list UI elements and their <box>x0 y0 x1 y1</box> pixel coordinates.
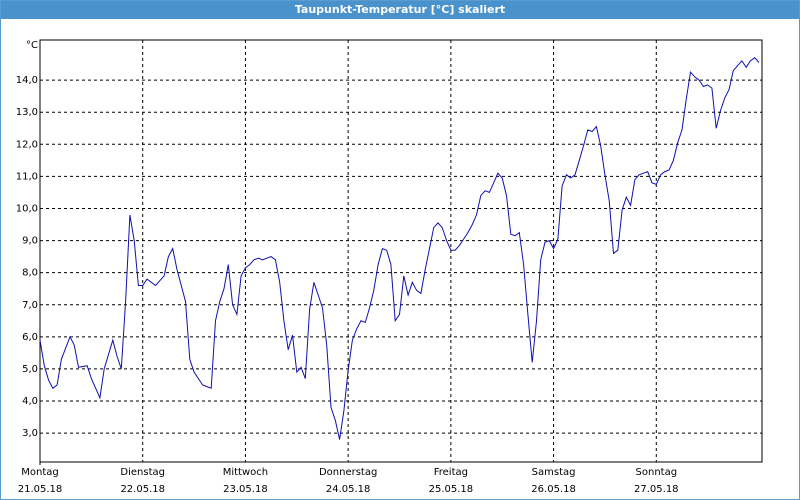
y-tick-label: 5,0 <box>22 364 38 375</box>
y-tick-label: 7,0 <box>22 300 38 311</box>
x-tick-date: 24.05.18 <box>326 484 371 495</box>
y-tick-label: 9,0 <box>22 236 38 247</box>
y-tick-label: 10,0 <box>16 203 38 214</box>
x-tick-date: 22.05.18 <box>120 484 165 495</box>
x-tick-label: Samstag <box>532 467 576 478</box>
x-tick-label: Sonntag <box>636 467 678 478</box>
x-tick-date: 26.05.18 <box>531 484 576 495</box>
plot-frame <box>39 39 763 463</box>
x-tick-date: 25.05.18 <box>429 484 474 495</box>
x-tick-label: Montag <box>21 467 58 478</box>
y-tick-label: 3,0 <box>22 428 38 439</box>
y-tick-label: 4,0 <box>22 396 38 407</box>
x-tick-label: Mittwoch <box>223 467 268 478</box>
y-tick-label: 6,0 <box>22 332 38 343</box>
y-tick-label: 8,0 <box>22 268 38 279</box>
x-tick-date: 27.05.18 <box>634 484 679 495</box>
x-tick-date: 23.05.18 <box>223 484 268 495</box>
title-bar: Taupunkt-Temperatur [°C] skaliert <box>1 1 799 19</box>
y-axis-unit: °C <box>26 40 38 51</box>
y-tick-label: 14,0 <box>16 75 38 86</box>
x-tick-label: Donnerstag <box>319 467 377 478</box>
x-tick-label: Freitag <box>434 467 468 478</box>
y-tick-label: 13,0 <box>16 107 38 118</box>
data-line <box>39 57 760 440</box>
x-tick-date: 21.05.18 <box>18 484 63 495</box>
y-tick-label: 11,0 <box>16 171 38 182</box>
x-tick-label: Dienstag <box>120 467 165 478</box>
y-tick-label: 12,0 <box>16 139 38 150</box>
